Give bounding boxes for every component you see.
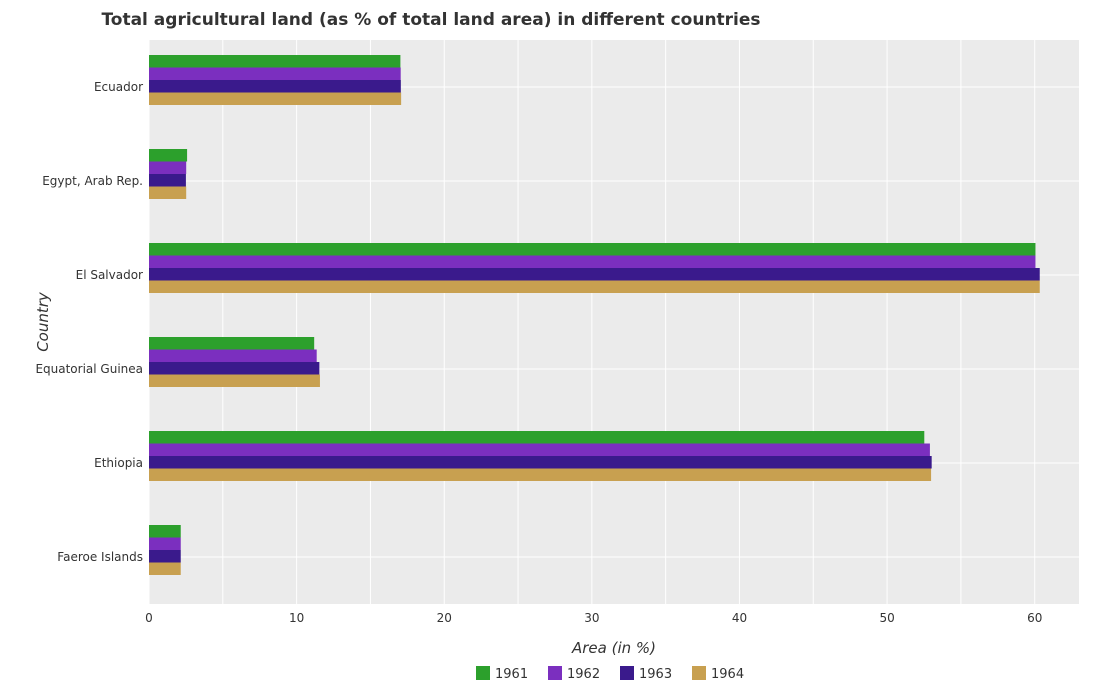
legend-label-1963: 1963 [639, 667, 672, 682]
legend-swatch-1964 [692, 666, 706, 680]
bar-1964 [149, 280, 1040, 293]
x-tick-label: 0 [145, 611, 153, 625]
x-tick-label: 60 [1027, 611, 1042, 625]
legend-label-1961: 1961 [495, 667, 528, 682]
x-tick-label: 50 [879, 611, 894, 625]
x-axis-label: Area (in %) [571, 639, 656, 657]
bar-1961 [149, 149, 188, 162]
y-tick-label: Ethiopia [94, 456, 143, 470]
legend-swatch-1963 [620, 666, 634, 680]
x-tick-label: 40 [732, 611, 747, 625]
bar-1963 [149, 268, 1040, 281]
bar-1963 [149, 550, 181, 563]
bar-1964 [149, 562, 181, 575]
y-tick-labels: Ecuador Egypt, Arab Rep. El Salvador Equato… [35, 80, 143, 564]
bar-1963 [149, 80, 401, 93]
legend-swatch-1961 [476, 666, 490, 680]
bars-layer [149, 55, 1040, 575]
legend: 1961 1962 1963 1964 [476, 666, 744, 682]
y-tick-label: Faeroe Islands [57, 550, 143, 564]
bar-1962 [149, 255, 1036, 268]
bar-1961 [149, 525, 181, 538]
bar-1962 [149, 537, 181, 550]
legend-label-1964: 1964 [711, 667, 744, 682]
x-tick-label: 10 [289, 611, 304, 625]
x-tick-label: 30 [584, 611, 599, 625]
legend-label-1962: 1962 [567, 667, 600, 682]
plot-background [149, 40, 1079, 604]
bar-1962 [149, 161, 187, 174]
bar-1962 [149, 349, 317, 362]
chart-title: Total agricultural land (as % of total l… [101, 10, 760, 30]
y-tick-label: Egypt, Arab Rep. [42, 174, 143, 188]
bar-1963 [149, 174, 186, 187]
x-tick-labels: 0 10 20 30 40 50 60 [145, 611, 1042, 625]
bar-1961 [149, 337, 315, 350]
bar-1962 [149, 67, 401, 80]
bar-1963 [149, 456, 932, 469]
bar-1961 [149, 55, 401, 68]
bar-1961 [149, 431, 925, 444]
bar-1963 [149, 362, 320, 375]
bar-1964 [149, 92, 402, 105]
bar-1964 [149, 468, 932, 481]
x-tick-label: 20 [437, 611, 452, 625]
bar-1961 [149, 243, 1036, 256]
y-axis-label: Country [34, 291, 52, 352]
bar-1964 [149, 186, 187, 199]
bar-1962 [149, 443, 930, 456]
y-tick-label: Equatorial Guinea [35, 362, 143, 376]
y-tick-label: Ecuador [94, 80, 143, 94]
bar-1964 [149, 374, 320, 387]
legend-swatch-1962 [548, 666, 562, 680]
y-tick-label: El Salvador [76, 268, 143, 282]
